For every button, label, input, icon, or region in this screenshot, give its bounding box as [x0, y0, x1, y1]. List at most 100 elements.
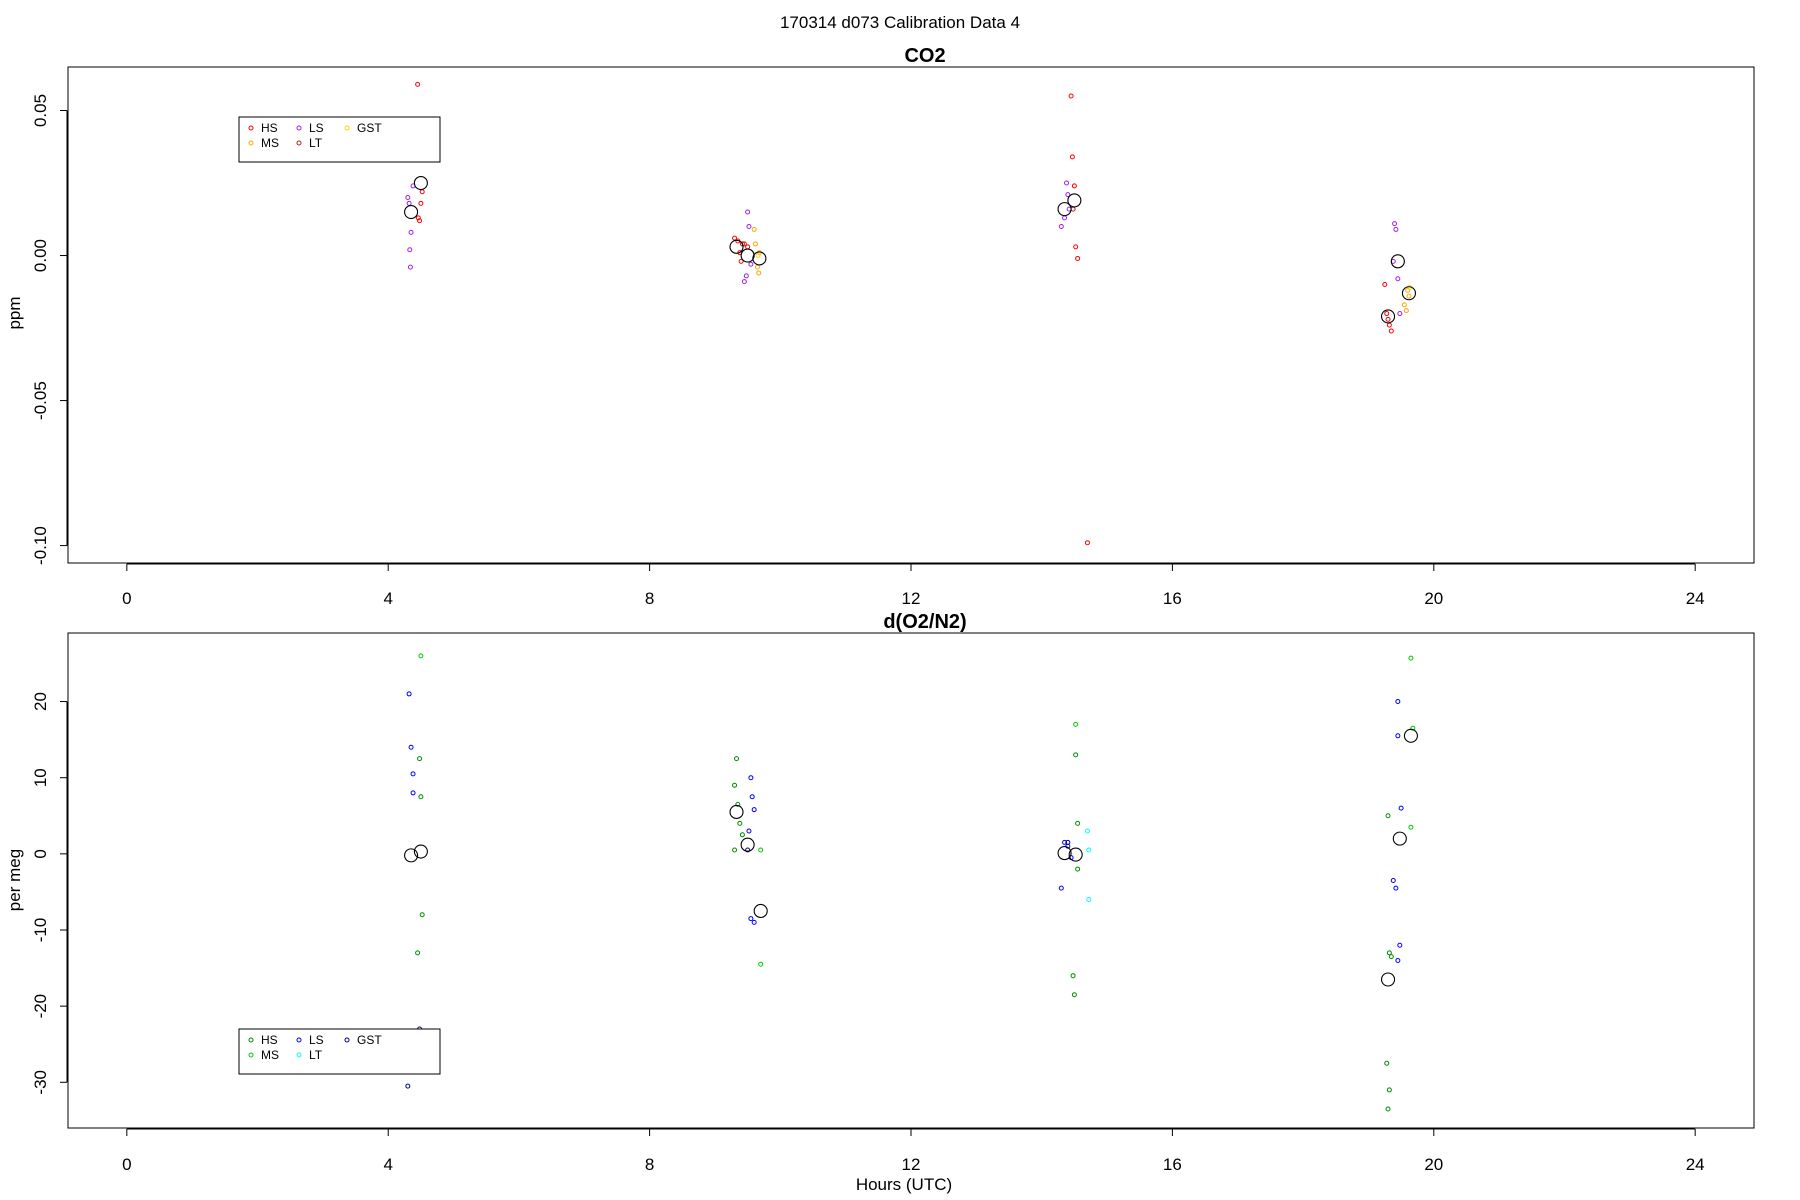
co2-legend-label: GST: [357, 121, 382, 135]
o2n2-legend-label: GST: [357, 1033, 382, 1047]
co2-legend-label: LS: [309, 121, 324, 135]
o2n2-series-ms: [418, 653, 1416, 967]
o2n2-data-point: [1070, 973, 1076, 979]
co2-y-tick-label: -0.10: [31, 526, 50, 565]
o2n2-mean-point: [753, 903, 768, 919]
o2n2-data-point: [732, 782, 738, 788]
o2n2-legend-label: HS: [261, 1033, 278, 1047]
co2-x-tick-label: 16: [1163, 589, 1182, 608]
co2-x-axis: 0 4 8 12 16 20 24: [122, 563, 1705, 608]
co2-y-axis-label: ppm: [5, 296, 24, 329]
o2n2-data-point: [1385, 1106, 1391, 1112]
co2-mean-point: [1057, 202, 1072, 217]
o2n2-data-point: [410, 771, 416, 777]
co2-data-point: [754, 264, 760, 270]
co2-legend-marker: [344, 125, 350, 131]
co2-x-tick-label: 0: [122, 589, 131, 608]
o2n2-data-point: [1386, 950, 1392, 956]
o2n2-series-lt: [1084, 828, 1092, 903]
co2-data-point: [1406, 293, 1412, 299]
co2-data-point: [1069, 154, 1075, 160]
o2n2-x-tick-label: 16: [1163, 1155, 1182, 1174]
co2-data-point: [407, 264, 413, 270]
co2-data-point: [738, 258, 744, 264]
o2n2-series-hs: [415, 752, 1394, 1112]
o2n2-data-point: [1058, 885, 1064, 891]
co2-data-point: [1386, 322, 1392, 328]
co2-data-point: [1073, 244, 1079, 250]
o2n2-data-point: [751, 807, 757, 813]
co2-mean-point: [1390, 254, 1405, 269]
o2n2-data-point: [737, 820, 743, 826]
o2n2-y-tick-label: 10: [31, 768, 50, 787]
co2-y-tick-label: 0.00: [31, 239, 50, 272]
co2-mean-point: [404, 204, 419, 220]
co2-mean-point: [740, 248, 755, 263]
o2n2-legend-marker: [296, 1037, 302, 1043]
o2n2-data-point: [1408, 655, 1414, 661]
o2n2-data-point: [748, 775, 754, 781]
o2n2-data-point: [1084, 828, 1090, 834]
co2-x-tick-label: 4: [383, 589, 392, 608]
o2n2-data-point: [1073, 752, 1079, 758]
co2-legend-box: [238, 116, 441, 163]
co2-data-point: [1382, 282, 1388, 288]
co2-legend-marker: [248, 140, 254, 146]
co2-data-point: [746, 224, 752, 230]
co2-x-tick-label: 20: [1424, 589, 1443, 608]
o2n2-mean-point: [1057, 846, 1072, 861]
o2n2-data-point: [1386, 1087, 1392, 1093]
co2-legend-marker: [296, 140, 302, 146]
o2n2-x-tick-label: 24: [1686, 1155, 1705, 1174]
o2n2-data-point: [1075, 820, 1081, 826]
co2-y-axis: -0.10 -0.05 0.00 0.05: [31, 94, 68, 565]
o2n2-data-point: [417, 756, 423, 762]
o2n2-data-point: [758, 847, 764, 853]
co2-legend-label: HS: [261, 121, 278, 135]
o2n2-data-point: [1086, 897, 1092, 903]
o2n2-y-tick-label: -20: [31, 994, 50, 1019]
o2n2-data-point: [749, 794, 755, 800]
co2-y-tick-label: -0.05: [31, 381, 50, 420]
o2n2-data-point: [406, 691, 412, 697]
o2n2-x-axis: 0 4 8 12 16 20 24: [122, 1128, 1705, 1174]
o2n2-panel: d(O2/N2) per meg Hours (UTC) 0 4 8 12 16 20 24…: [5, 611, 1755, 1194]
o2n2-panel-title: d(O2/N2): [883, 611, 966, 633]
co2-panel: CO2 ppm 0 4 8 12 16 20 24 -0.10 -0.05 0.00 0.05 HSM…: [5, 45, 1755, 608]
o2n2-mean-point: [729, 804, 744, 820]
o2n2-data-point: [410, 790, 416, 796]
co2-data-point: [1058, 224, 1064, 230]
co2-data-point: [743, 273, 749, 279]
co2-data-point: [418, 200, 424, 206]
o2n2-legend-label: LS: [309, 1033, 324, 1047]
co2-data-point: [415, 81, 421, 87]
o2n2-data-point: [418, 653, 424, 659]
co2-mean-point: [1401, 286, 1417, 301]
co2-series-gst: [755, 253, 1413, 290]
o2n2-data-point: [1397, 942, 1403, 948]
co2-legend-label: MS: [261, 136, 279, 150]
co2-legend-label: LT: [309, 136, 323, 150]
co2-data-point: [405, 195, 411, 201]
o2n2-legend-label: MS: [261, 1048, 279, 1062]
o2n2-mean-point: [1403, 728, 1418, 743]
co2-data-point: [1388, 328, 1394, 334]
o2n2-data-point: [732, 847, 738, 853]
o2n2-data-point: [1395, 699, 1401, 705]
co2-data-point: [1393, 226, 1399, 232]
co2-data-point: [1071, 183, 1077, 189]
o2n2-y-tick-label: -10: [31, 918, 50, 943]
o2n2-data-point: [1075, 866, 1081, 872]
co2-series-lt: [739, 206, 1076, 247]
o2n2-x-tick-label: 20: [1424, 1155, 1443, 1174]
o2n2-data-point: [405, 1083, 411, 1089]
co2-data-point: [748, 261, 754, 267]
co2-data-point: [419, 189, 425, 195]
o2n2-data-point: [745, 847, 751, 853]
co2-data-point: [1075, 255, 1081, 261]
o2n2-data-point: [1065, 839, 1071, 845]
o2n2-y-tick-label: 20: [31, 692, 50, 711]
co2-data-point: [1392, 221, 1398, 227]
o2n2-series-ls: [406, 691, 1404, 963]
o2n2-data-point: [415, 950, 421, 956]
